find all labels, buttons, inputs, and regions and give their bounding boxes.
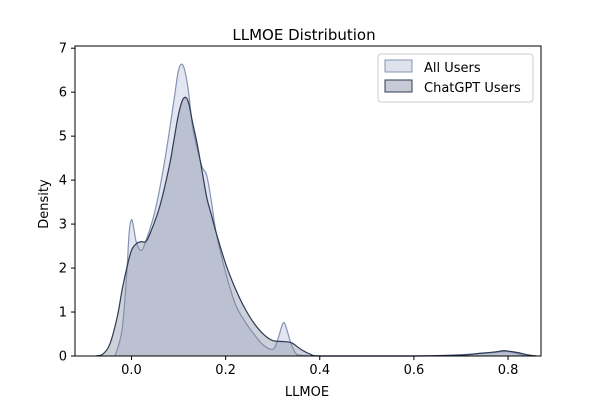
density-area-all-users xyxy=(115,64,527,356)
y-tick-label: 3 xyxy=(59,218,67,233)
x-tick-label: 0.6 xyxy=(404,363,425,378)
y-tick-label: 6 xyxy=(59,86,67,101)
legend: All Users ChatGPT Users xyxy=(377,53,534,103)
plot-frame xyxy=(74,45,542,357)
x-tick-label: 0.8 xyxy=(498,363,519,378)
y-tick-label: 2 xyxy=(59,262,67,277)
legend-label-all-users: All Users xyxy=(424,61,481,76)
plot-area xyxy=(96,63,537,357)
y-tick-label: 1 xyxy=(59,306,67,321)
density-line-chatgpt-users xyxy=(96,96,537,357)
y-tick-label: 5 xyxy=(59,130,67,145)
density-area-chatgpt-users xyxy=(96,97,537,356)
legend-swatch-chatgpt-users xyxy=(384,79,413,93)
y-tick-label: 4 xyxy=(59,174,67,189)
legend-frame xyxy=(377,53,534,103)
x-axis-label: LLMOE xyxy=(285,385,329,400)
chart-title: LLMOE Distribution xyxy=(232,26,375,44)
y-tick-label: 7 xyxy=(59,42,67,57)
y-axis-label: Density xyxy=(37,179,52,229)
axes: 0.0 0.2 0.4 0.6 0.8 0 1 2 3 4 5 6 7 xyxy=(59,42,542,378)
x-tick-label: 0.2 xyxy=(215,363,236,378)
x-tick-label: 0.4 xyxy=(309,363,330,378)
y-tick-label: 0 xyxy=(59,350,67,365)
legend-swatch-all-users xyxy=(384,59,413,73)
x-tick-label: 0.0 xyxy=(121,363,142,378)
legend-label-chatgpt-users: ChatGPT Users xyxy=(424,81,521,96)
